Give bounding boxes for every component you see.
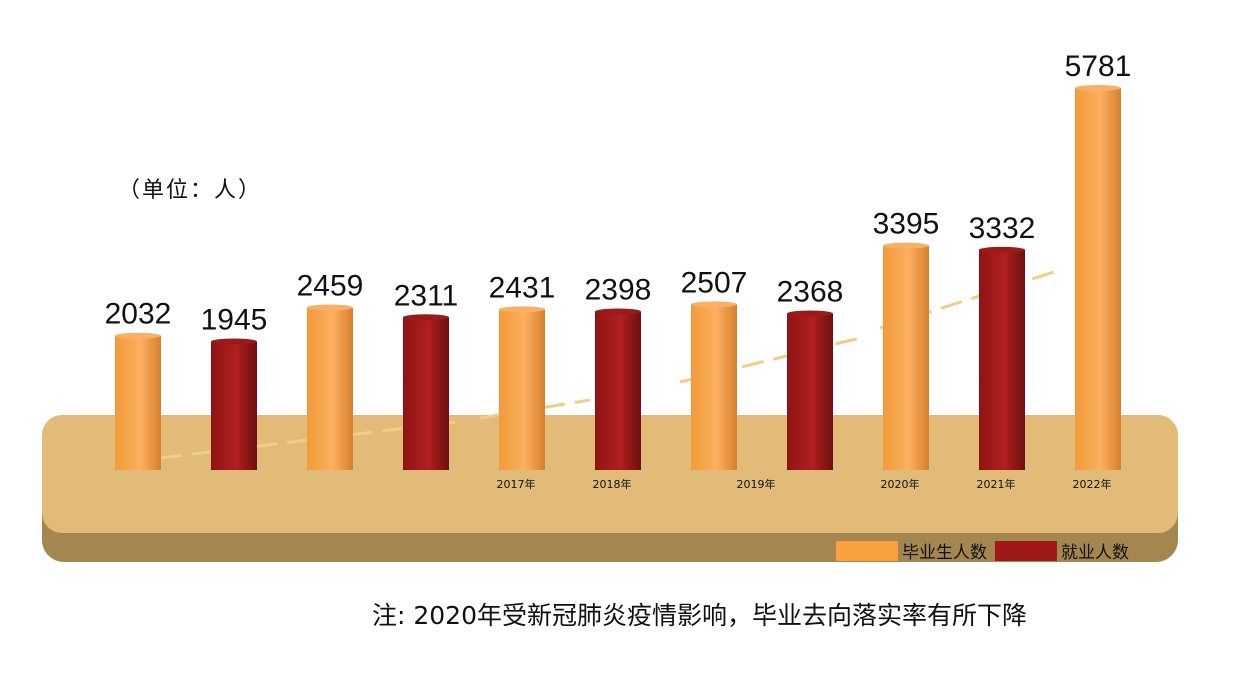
bar-cap bbox=[595, 308, 641, 315]
footnote: 注: 2020年受新冠肺炎疫情影响，毕业去向落实率有所下降 bbox=[372, 601, 1027, 630]
bar-graduates-0-0 bbox=[115, 335, 161, 470]
bar-graduates-2-0 bbox=[499, 309, 545, 470]
bar-cap bbox=[979, 246, 1025, 253]
bar-employed-0-1 bbox=[211, 341, 257, 470]
bar-graduates-7-0 bbox=[1075, 88, 1121, 470]
bar-cap bbox=[787, 310, 833, 317]
bar-employed-4-1 bbox=[787, 313, 833, 470]
value-label: 2431 bbox=[489, 271, 556, 304]
trend-segment bbox=[479, 398, 591, 420]
value-label: 2368 bbox=[777, 276, 844, 309]
value-label: 3332 bbox=[969, 212, 1036, 245]
bar-cap bbox=[115, 332, 161, 339]
unit-label: （单位：人） bbox=[118, 178, 263, 203]
bar-cap bbox=[1075, 85, 1121, 91]
legend-label-employed: 就业人数 bbox=[1061, 543, 1129, 563]
year-label: 2022年 bbox=[1073, 477, 1112, 491]
year-label: 2017年 bbox=[497, 477, 536, 491]
bar-graduates-5-0 bbox=[883, 245, 929, 470]
value-label: 2459 bbox=[297, 270, 364, 303]
legend-swatch-graduates bbox=[836, 540, 898, 561]
legend: 毕业生人数 就业人数 bbox=[836, 538, 1137, 563]
legend-label-graduates: 毕业生人数 bbox=[902, 543, 987, 563]
legend-item-employed: 就业人数 bbox=[995, 538, 1129, 563]
value-label: 5781 bbox=[1065, 50, 1132, 83]
value-label: 2032 bbox=[105, 298, 172, 331]
bar-cap bbox=[883, 242, 929, 249]
legend-swatch-employed bbox=[995, 540, 1057, 561]
year-label: 2018年 bbox=[593, 477, 632, 491]
value-label: 2398 bbox=[585, 274, 652, 307]
bar-employed-3-0 bbox=[595, 311, 641, 470]
year-label: 2020年 bbox=[881, 477, 920, 491]
legend-item-graduates: 毕业生人数 bbox=[836, 538, 987, 563]
value-label: 3395 bbox=[873, 208, 940, 241]
value-label: 2311 bbox=[394, 279, 459, 312]
bar-employed-6-0 bbox=[979, 249, 1025, 470]
year-labels: 2017年 2018年 2019年 2020年 2021年 2022年 bbox=[497, 477, 1112, 491]
value-labels: 2032 1945 2459 2311 2431 2398 2507 2368 3395 3332… bbox=[105, 50, 1132, 336]
bar-cap bbox=[211, 338, 257, 345]
bar-employed-1-1 bbox=[403, 317, 449, 470]
value-label: 1945 bbox=[201, 303, 268, 336]
bars bbox=[115, 85, 1121, 470]
bar-cap bbox=[403, 314, 449, 321]
bar-graduates-1-0 bbox=[307, 307, 353, 470]
bar-cap bbox=[499, 306, 545, 313]
bar-graduates-4-0 bbox=[691, 304, 737, 470]
year-label: 2021年 bbox=[977, 477, 1016, 491]
value-label: 2507 bbox=[681, 266, 748, 299]
year-label: 2019年 bbox=[737, 477, 776, 491]
bar-cap bbox=[307, 304, 353, 311]
bar-cap bbox=[691, 301, 737, 308]
